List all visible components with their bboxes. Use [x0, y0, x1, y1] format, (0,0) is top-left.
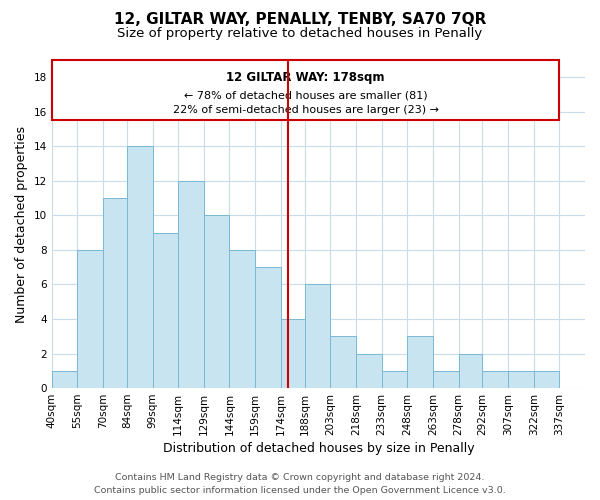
Bar [508, 371, 534, 388]
Bar [281, 319, 305, 388]
Text: Size of property relative to detached houses in Penally: Size of property relative to detached ho… [118, 28, 482, 40]
Bar [305, 284, 330, 388]
Text: 12, GILTAR WAY, PENALLY, TENBY, SA70 7QR: 12, GILTAR WAY, PENALLY, TENBY, SA70 7QR [114, 12, 486, 28]
Bar [433, 371, 458, 388]
Bar [382, 371, 407, 388]
Bar [482, 371, 508, 388]
Text: 12 GILTAR WAY: 178sqm: 12 GILTAR WAY: 178sqm [226, 71, 385, 84]
Text: 22% of semi-detached houses are larger (23) →: 22% of semi-detached houses are larger (… [173, 106, 439, 116]
Y-axis label: Number of detached properties: Number of detached properties [15, 126, 28, 322]
X-axis label: Distribution of detached houses by size in Penally: Distribution of detached houses by size … [163, 442, 474, 455]
Bar [204, 216, 229, 388]
Text: ← 78% of detached houses are smaller (81): ← 78% of detached houses are smaller (81… [184, 90, 427, 100]
Bar [407, 336, 433, 388]
Bar [330, 336, 356, 388]
Bar [103, 198, 127, 388]
Bar [229, 250, 255, 388]
Bar [458, 354, 482, 388]
Bar [127, 146, 152, 388]
FancyBboxPatch shape [52, 60, 559, 120]
Bar [356, 354, 382, 388]
Bar [255, 267, 281, 388]
Bar [152, 232, 178, 388]
Bar [52, 371, 77, 388]
Bar [77, 250, 103, 388]
Bar [178, 181, 204, 388]
Text: Contains HM Land Registry data © Crown copyright and database right 2024.
Contai: Contains HM Land Registry data © Crown c… [94, 474, 506, 495]
Bar [534, 371, 559, 388]
